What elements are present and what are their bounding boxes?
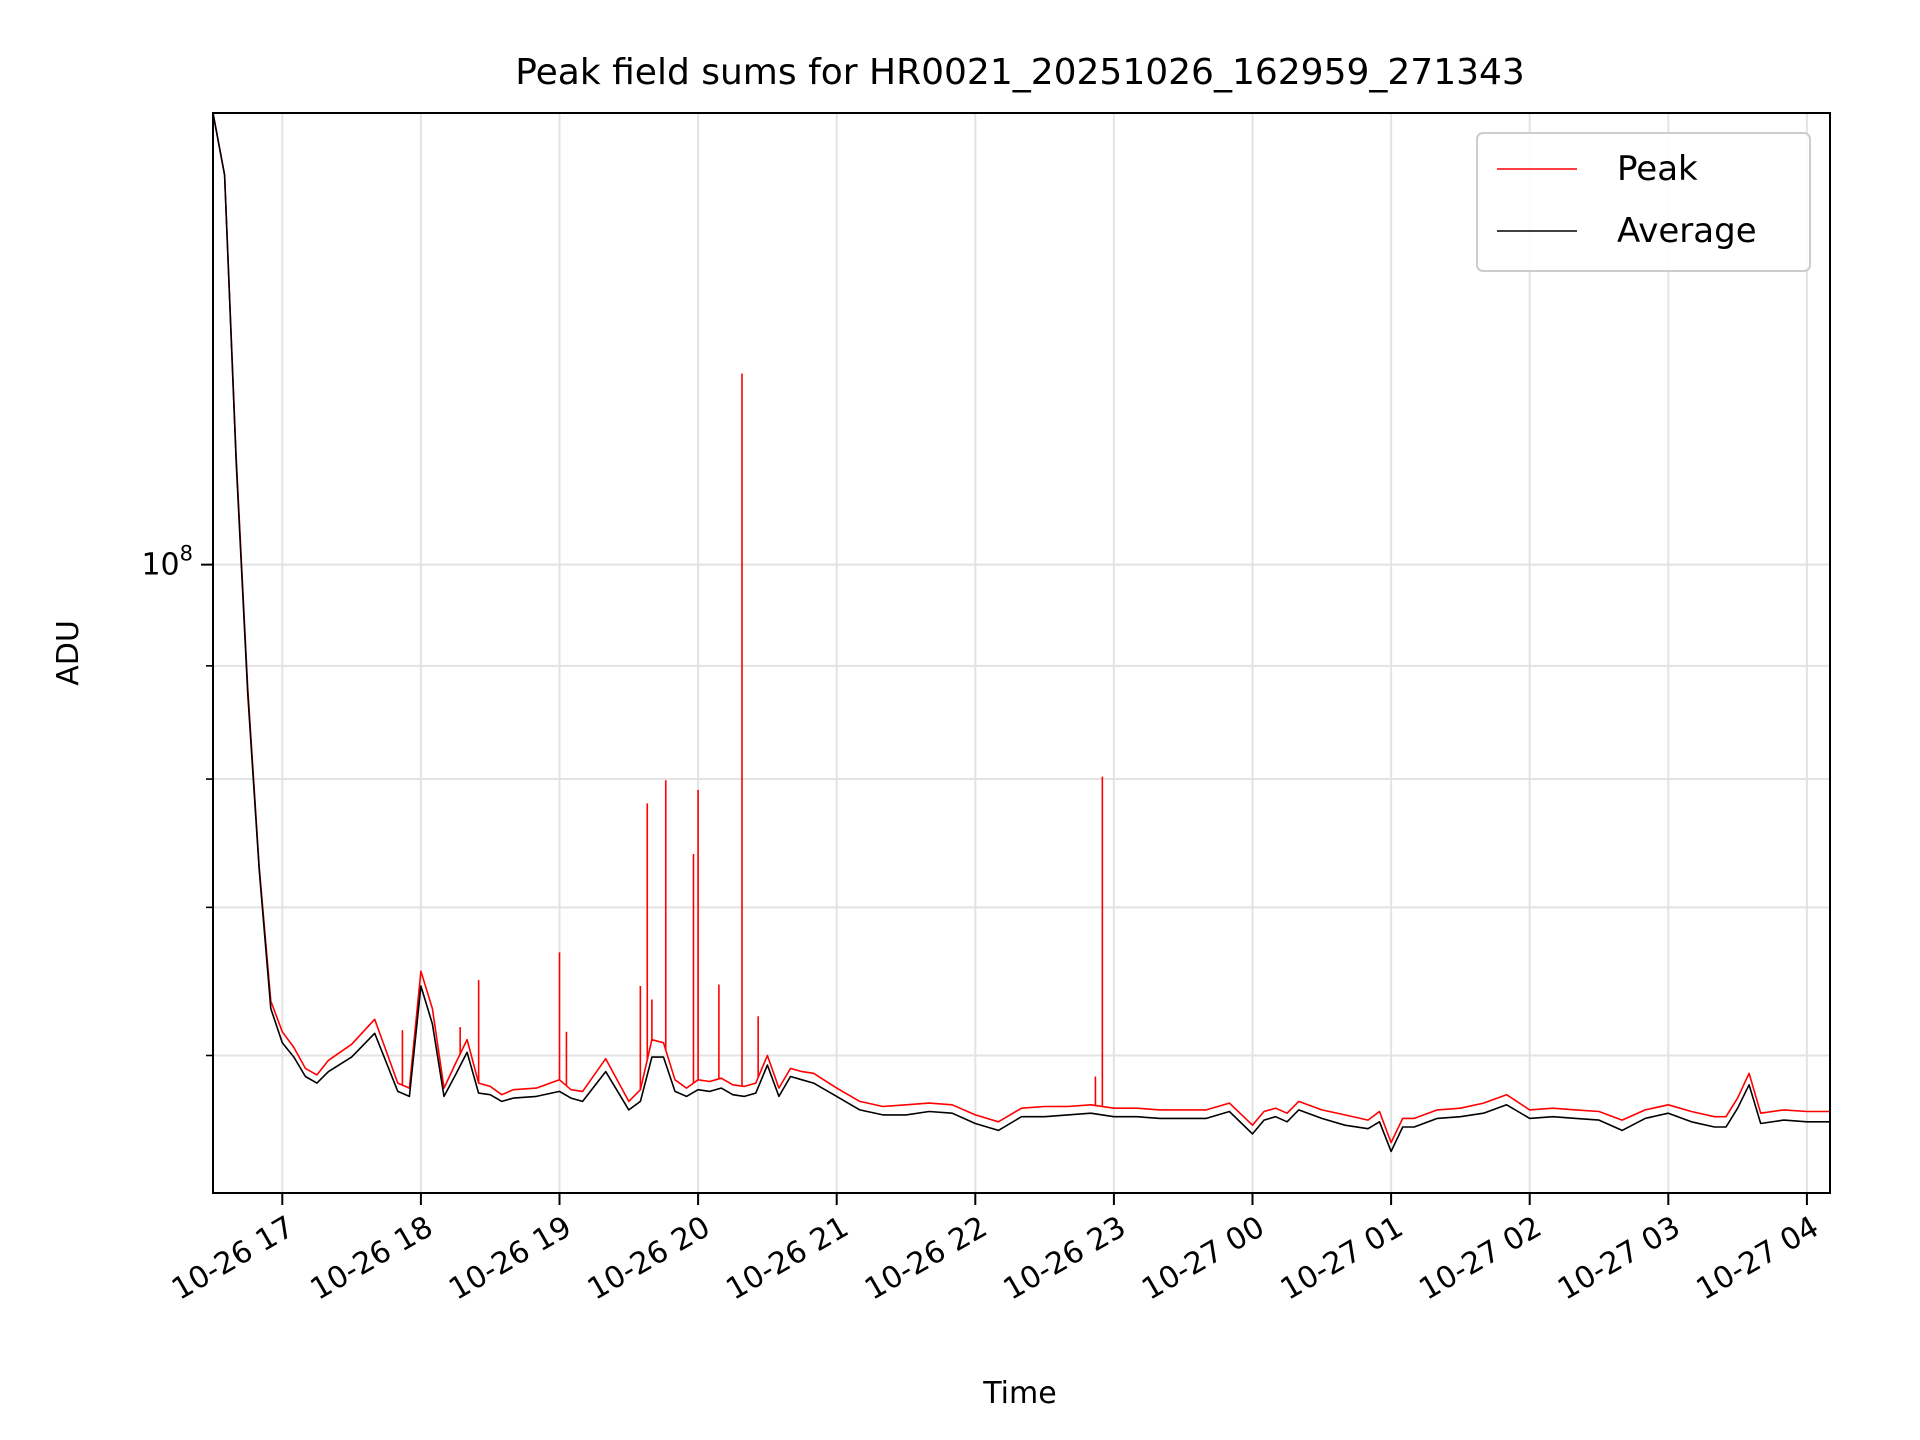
chart-title: Peak field sums for HR0021_20251026_1629… (515, 52, 1525, 93)
series-peak (213, 113, 1830, 1144)
legend: Peak Average (1476, 132, 1811, 272)
series-line-peak (213, 113, 1830, 1144)
legend-box (1476, 132, 1811, 272)
grid (213, 113, 1830, 1193)
y-tick-label: 108 (141, 542, 193, 583)
plot-area (213, 113, 1830, 1153)
axes-frame (212, 112, 1831, 1194)
series-average (213, 113, 1830, 1153)
legend-label-average: Average (1617, 211, 1757, 251)
y-axis: 108 (141, 542, 213, 1057)
y-axis-label: ADU (51, 620, 86, 686)
series-line-average (213, 113, 1830, 1153)
legend-label-peak: Peak (1617, 149, 1698, 189)
x-axis-label: Time (982, 1376, 1056, 1411)
